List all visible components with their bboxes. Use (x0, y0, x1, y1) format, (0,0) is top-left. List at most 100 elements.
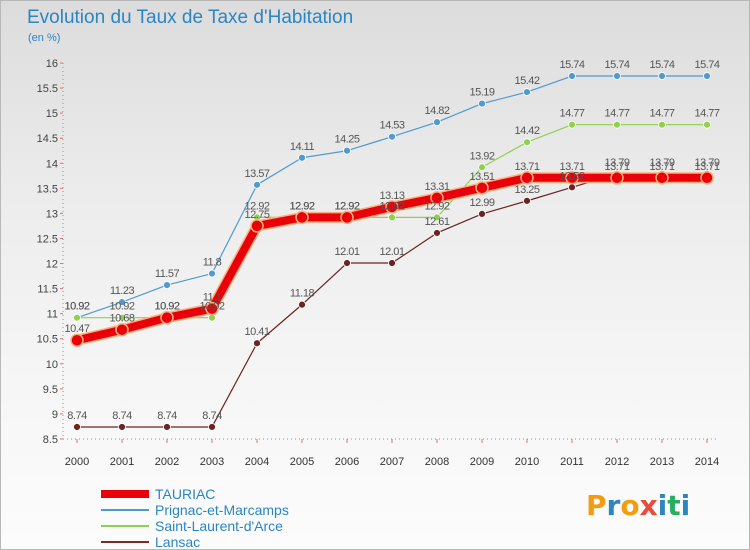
x-tick-label: 2010 (515, 456, 539, 468)
y-tick-label: 9 (52, 409, 58, 421)
data-point (478, 99, 486, 108)
data-point (703, 120, 711, 129)
data-point (613, 72, 621, 80)
data-label: 14.25 (334, 134, 359, 146)
data-label: 8.74 (67, 410, 87, 422)
data-label: 15.74 (694, 59, 719, 71)
data-label: 14.42 (514, 125, 539, 137)
legend-swatch-tauriac (101, 490, 149, 498)
y-tick-label: 10.5 (37, 334, 58, 346)
y-tick-label: 9.5 (43, 384, 58, 396)
data-label: 12.92 (334, 200, 359, 212)
chart-subtitle: (en %) (28, 32, 61, 44)
data-label: 13.71 (514, 161, 539, 173)
x-tick-label: 2003 (200, 456, 224, 468)
data-label: 13.51 (469, 171, 494, 183)
data-point (73, 423, 81, 431)
data-label: 14.77 (649, 108, 674, 120)
data-point (118, 298, 126, 307)
data-label: 13.71 (694, 161, 719, 173)
data-label: 10.92 (64, 301, 89, 313)
x-tick-label: 2012 (605, 456, 629, 468)
data-label: 12.92 (244, 200, 269, 212)
brand-letter: t (667, 489, 681, 522)
data-label: 12.99 (469, 197, 494, 209)
x-tick-label: 2013 (650, 456, 674, 468)
data-point (568, 120, 576, 129)
brand-letter: i (680, 489, 691, 522)
data-label: 12.75 (244, 209, 269, 221)
data-label: 12.92 (289, 200, 314, 212)
data-point (565, 171, 579, 185)
data-label: 13.52 (559, 170, 584, 182)
data-label: 13.71 (559, 161, 584, 173)
data-label: 13.57 (244, 168, 269, 180)
data-point (253, 339, 261, 348)
data-point (523, 196, 531, 205)
data-label: 14.11 (290, 141, 315, 153)
data-point (478, 210, 486, 218)
data-point (700, 171, 714, 185)
x-tick-label: 2008 (425, 456, 449, 468)
data-label: 12.01 (379, 246, 404, 258)
data-label: 11.23 (110, 285, 135, 297)
y-tick-label: 12.5 (37, 233, 58, 245)
data-point (343, 259, 351, 267)
data-point (520, 171, 534, 185)
data-label: 10.92 (199, 301, 224, 313)
y-tick-label: 14.5 (37, 133, 58, 145)
data-label: 13.92 (469, 150, 494, 162)
data-point (205, 301, 219, 316)
data-point (613, 120, 621, 129)
y-tick-label: 14 (46, 158, 58, 170)
data-label: 10.92 (64, 301, 89, 313)
brand-letter: P (586, 489, 607, 522)
data-point (340, 210, 354, 225)
data-label: 12.92 (424, 200, 449, 212)
y-tick-label: 15.5 (37, 83, 58, 95)
y-tick-label: 12 (46, 259, 58, 271)
data-point (658, 72, 666, 80)
data-point (430, 191, 444, 205)
data-label: 11.18 (290, 288, 315, 300)
legend-label-tauriac: TAURIAC (155, 486, 216, 502)
data-point (208, 269, 216, 278)
data-label: 15.19 (469, 87, 494, 99)
legend-label-lansac: Lansac (155, 534, 201, 550)
y-tick-label: 13 (46, 208, 58, 220)
y-tick-label: 10 (46, 359, 58, 371)
data-point (163, 423, 171, 431)
data-point (478, 163, 486, 172)
data-point (298, 300, 306, 309)
data-label: 12.92 (289, 200, 314, 212)
data-label: 13.79 (694, 157, 719, 169)
x-tick-label: 2006 (335, 456, 359, 468)
data-label: 12.61 (424, 216, 449, 228)
data-label: 15.74 (604, 59, 629, 71)
data-point (295, 210, 309, 225)
x-tick-label: 2007 (380, 456, 404, 468)
x-tick-label: 2002 (155, 456, 179, 468)
y-tick-label: 11 (47, 309, 58, 321)
data-label: 13.71 (649, 161, 674, 173)
data-point (298, 153, 306, 162)
data-label: 15.74 (649, 59, 674, 71)
data-label: 13.25 (514, 184, 539, 196)
data-label: 13.31 (424, 181, 449, 193)
data-point (433, 229, 441, 237)
data-label: 10.47 (64, 323, 89, 335)
data-label: 10.92 (154, 301, 179, 313)
data-point (433, 213, 441, 222)
data-point (703, 72, 711, 80)
data-point (70, 333, 84, 347)
brand-logo: Proxiti (586, 489, 690, 522)
data-label: 12.92 (334, 200, 359, 212)
x-tick-label: 2009 (470, 456, 494, 468)
brand-letter: i (657, 489, 668, 522)
x-tick-label: 2005 (290, 456, 314, 468)
data-label: 10.41 (244, 326, 269, 338)
data-label: 14.82 (424, 105, 449, 117)
data-point (343, 146, 351, 155)
data-label: 8.74 (202, 410, 222, 422)
